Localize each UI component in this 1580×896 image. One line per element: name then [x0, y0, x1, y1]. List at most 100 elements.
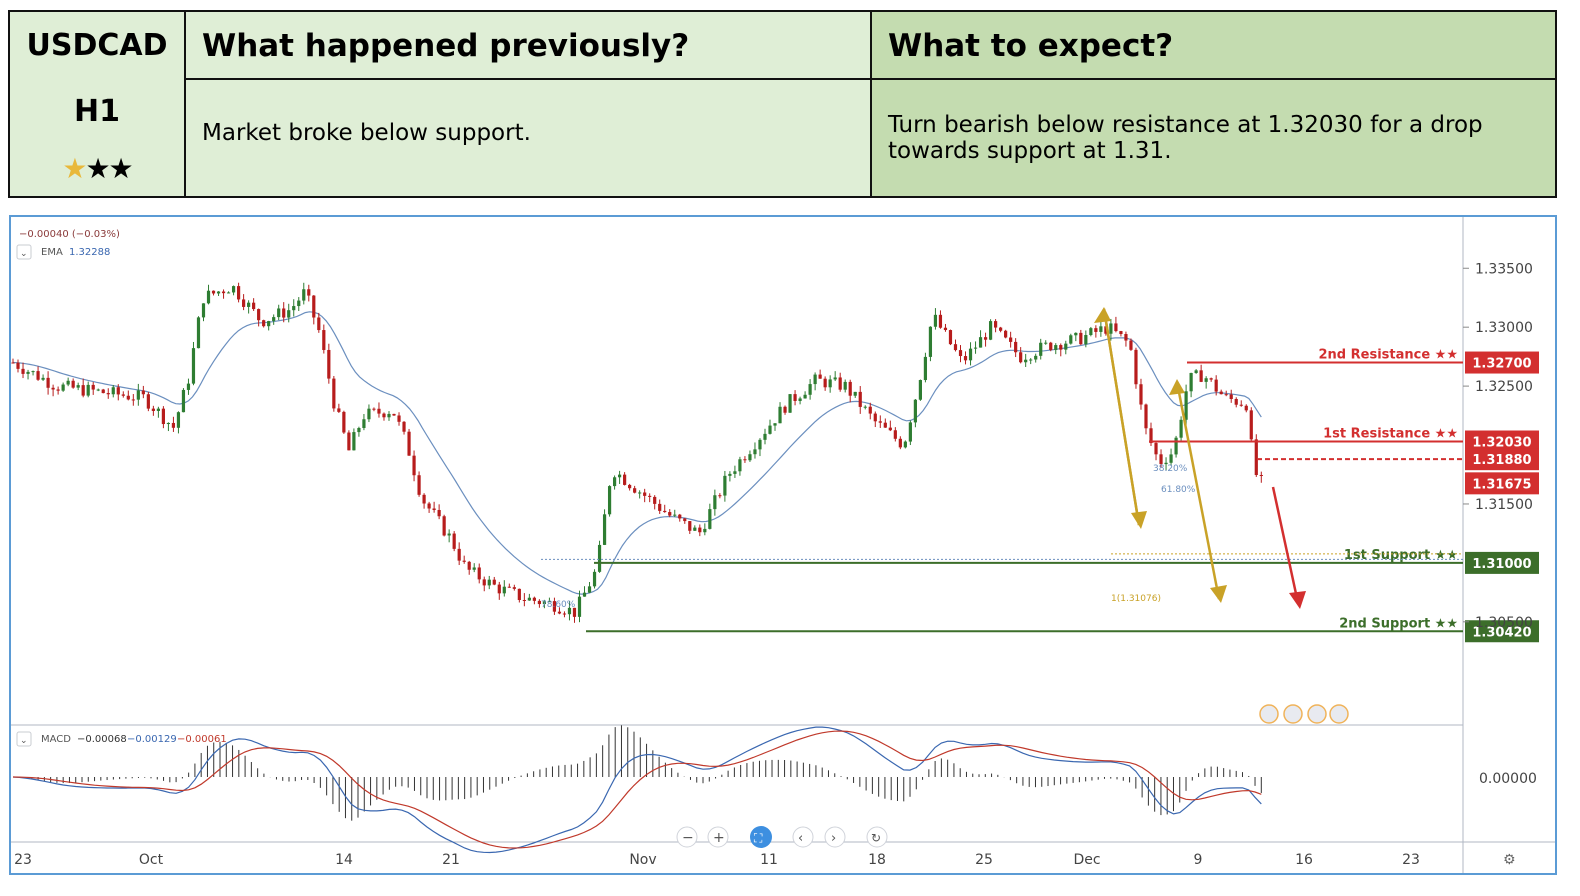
candle-body: [61, 384, 65, 391]
price-tick-label: 1.31500: [1475, 497, 1533, 513]
candle-body: [507, 586, 511, 588]
candle-body: [231, 286, 236, 293]
candle-body: [582, 592, 587, 597]
candle-body: [1049, 342, 1053, 350]
gold-star-icon: ★: [62, 152, 87, 185]
candle-body: [1144, 404, 1148, 429]
candle-body: [973, 347, 978, 349]
candle-body: [1009, 337, 1013, 342]
candle-body: [186, 383, 191, 390]
candle-body: [357, 428, 361, 433]
us-flag-icon[interactable]: [1329, 704, 1349, 724]
settings-gear-icon[interactable]: ⚙: [1503, 852, 1516, 868]
macd-legend-label: MACD: [41, 734, 71, 745]
candle-body: [873, 413, 877, 422]
candle-body: [101, 389, 105, 394]
time-axis: 23 Oct 14 21 Nov 11 18 25 Dec 9 16 23: [14, 852, 1420, 868]
candle-body: [633, 488, 637, 493]
candle-body: [723, 475, 727, 496]
ema-legend-value: 1.32288: [69, 247, 110, 258]
candle-body: [1234, 399, 1238, 405]
zoom-out-button[interactable]: [676, 826, 698, 848]
black-star-icon: ★: [85, 152, 110, 185]
candle-body: [713, 495, 717, 510]
arrow-head-icon: [1289, 591, 1306, 609]
economic-event-flags[interactable]: [1259, 704, 1349, 724]
candle-body: [1064, 343, 1068, 350]
candle-body: [532, 597, 536, 601]
candle-body: [1124, 334, 1128, 341]
candle-body: [943, 327, 948, 331]
level-label: 2nd Resistance ★★: [1319, 348, 1459, 363]
candle-body: [31, 371, 35, 373]
chart-zoom-toolbar[interactable]: − + ⛶ ‹ › ↻: [676, 826, 888, 848]
us-flag-icon[interactable]: [1259, 704, 1279, 724]
expect-body-cell: Turn bearish below resistance at 1.32030…: [872, 80, 1555, 196]
candle-body: [482, 579, 486, 586]
candle-body: [853, 391, 857, 396]
candle-body: [292, 306, 296, 311]
chart-svg[interactable]: −0.00040 (−0.03%) ⌄ EMA 1.32288 2nd Resi…: [11, 217, 1555, 873]
reset-scale-button[interactable]: [750, 826, 772, 848]
candle-body: [933, 314, 938, 327]
scroll-right-button[interactable]: [824, 826, 846, 848]
candle-body: [131, 399, 135, 401]
candle-body: [918, 380, 922, 400]
candle-body: [653, 496, 657, 504]
candle-body: [106, 393, 110, 395]
minus-icon: −: [682, 830, 694, 846]
candle-body: [392, 413, 396, 416]
level-price-text: 1.31880: [1472, 453, 1531, 468]
ema-toggle-button[interactable]: [16, 244, 32, 260]
candle-body: [592, 571, 597, 587]
macd-toggle-button[interactable]: [16, 731, 32, 747]
candle-body: [1074, 332, 1078, 336]
candle-body: [1004, 330, 1008, 338]
candle-body: [312, 295, 316, 318]
candle-body: [1189, 372, 1193, 392]
price-chart[interactable]: −0.00040 (−0.03%) ⌄ EMA 1.32288 2nd Resi…: [9, 215, 1557, 875]
candle-body: [1059, 345, 1063, 350]
us-flag-icon[interactable]: [1307, 704, 1327, 724]
candle-body: [828, 379, 832, 388]
candle-body: [908, 422, 912, 442]
candle-body: [623, 474, 627, 485]
level-label: 1st Resistance ★★: [1323, 427, 1458, 442]
candle-body: [1109, 323, 1113, 334]
forecast-arrow: [1271, 486, 1300, 604]
time-tick-label: Dec: [1073, 852, 1100, 868]
candle-body: [1244, 405, 1248, 411]
candle-body: [136, 390, 140, 400]
candle-body: [517, 588, 521, 600]
candle-body: [422, 494, 426, 504]
fib-arrow-down-2: [1175, 381, 1221, 600]
refresh-button[interactable]: [866, 826, 888, 848]
candle-body: [768, 425, 772, 434]
candle-body: [1254, 439, 1258, 475]
candle-body: [1089, 328, 1093, 336]
level-price-text: 1.32700: [1472, 357, 1531, 372]
candle-body: [783, 406, 787, 413]
scroll-left-button[interactable]: [792, 826, 814, 848]
candle-body: [888, 427, 892, 431]
candle-body: [1219, 391, 1223, 395]
candle-body: [738, 459, 742, 472]
zoom-in-button[interactable]: [707, 826, 729, 848]
time-tick-label: 25: [975, 852, 993, 868]
candle-body: [547, 601, 552, 603]
time-tick-label: 23: [14, 852, 32, 868]
candle-body: [818, 374, 822, 379]
candle-body: [1169, 454, 1173, 463]
candle-body: [1114, 323, 1118, 332]
candle-body: [688, 521, 692, 531]
candle-body: [858, 391, 862, 407]
candle-body: [813, 374, 817, 385]
candle-body: [11, 362, 15, 364]
time-tick-label: 14: [335, 852, 353, 868]
candle-body: [51, 387, 55, 390]
candle-body: [1204, 378, 1208, 382]
candle-body: [452, 533, 456, 549]
time-tick-label: 23: [1402, 852, 1420, 868]
price-tick-label: 1.33000: [1475, 320, 1533, 336]
us-flag-icon[interactable]: [1283, 704, 1303, 724]
